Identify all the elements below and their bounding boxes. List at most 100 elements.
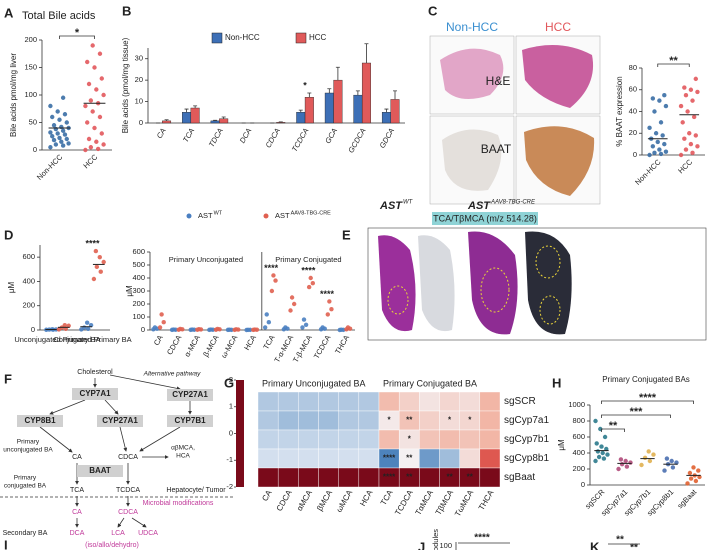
data-point bbox=[48, 103, 53, 109]
node-label: CYP27A1 bbox=[172, 390, 208, 399]
error-bar bbox=[193, 105, 198, 108]
axis-label-fragment: odules bbox=[431, 529, 440, 550]
data-point bbox=[157, 325, 163, 330]
data-point bbox=[693, 133, 699, 138]
heatmap-cell bbox=[419, 448, 440, 469]
data-point bbox=[161, 320, 166, 325]
heatmap-cell bbox=[298, 429, 319, 450]
data-point bbox=[691, 114, 697, 120]
data-point bbox=[658, 151, 664, 157]
heatmap-cell bbox=[318, 410, 339, 431]
node-label: Primary bbox=[14, 475, 37, 482]
data-point bbox=[327, 299, 332, 304]
bar bbox=[296, 112, 306, 124]
data-point bbox=[88, 98, 94, 103]
heatmap-cell bbox=[298, 410, 319, 431]
column-label: Non-HCC bbox=[446, 20, 498, 34]
data-point bbox=[97, 114, 103, 120]
significance: *** bbox=[630, 406, 644, 418]
node-label: Alternative pathway bbox=[143, 371, 201, 378]
panel-label: C bbox=[428, 3, 438, 18]
data-point bbox=[301, 317, 307, 322]
x-tick-label: Conjugated Primary BA bbox=[53, 335, 131, 344]
bar bbox=[353, 94, 363, 124]
data-point bbox=[59, 139, 64, 144]
heatmap-cell bbox=[419, 410, 440, 431]
y-tick-label: 1000 bbox=[568, 400, 585, 409]
data-point bbox=[600, 450, 605, 456]
data-point bbox=[208, 327, 214, 332]
data-point bbox=[669, 458, 674, 464]
heatmap-cell bbox=[358, 410, 380, 431]
heatmap-cell bbox=[479, 467, 501, 488]
x-tick-label: GCA bbox=[323, 126, 339, 145]
cell-annotation: * bbox=[468, 416, 472, 425]
data-point bbox=[595, 449, 601, 454]
data-point bbox=[215, 326, 220, 332]
data-point bbox=[269, 288, 275, 294]
x-tick-label: HCC bbox=[676, 157, 694, 175]
significance: ** bbox=[609, 420, 618, 432]
data-point bbox=[101, 92, 106, 98]
data-point bbox=[652, 109, 657, 114]
data-point bbox=[88, 145, 94, 150]
x-tick-label: CA bbox=[155, 126, 168, 140]
data-point bbox=[264, 312, 269, 317]
data-point bbox=[663, 149, 669, 154]
heatmap-cell bbox=[277, 429, 299, 450]
error-bar bbox=[393, 90, 398, 100]
heatmap-cell bbox=[257, 429, 279, 450]
data-point bbox=[688, 87, 694, 92]
column-label: CDCA bbox=[275, 488, 294, 513]
data-point bbox=[628, 460, 633, 465]
cell-annotation: **** bbox=[383, 473, 396, 482]
bar bbox=[390, 99, 400, 124]
y-tick-label: 400 bbox=[132, 273, 145, 282]
x-tick-label: DCA bbox=[238, 126, 254, 144]
legend-label: AST bbox=[198, 211, 213, 220]
pathway-arrows bbox=[0, 374, 235, 528]
column-label: HCC bbox=[545, 20, 571, 34]
data-point bbox=[639, 462, 644, 468]
y-tick-label: 60 bbox=[629, 85, 637, 94]
data-point bbox=[101, 259, 106, 265]
heatmap-cell bbox=[338, 429, 360, 450]
group-title: Primary Conjugated BA bbox=[383, 378, 477, 388]
bar bbox=[190, 107, 200, 124]
data-point bbox=[227, 327, 232, 332]
significance-bracket bbox=[601, 414, 671, 418]
data-point bbox=[289, 295, 295, 300]
heatmap-cell bbox=[277, 467, 299, 488]
data-point bbox=[619, 462, 625, 467]
row-label: sgCyp8b1 bbox=[504, 453, 549, 464]
data-point bbox=[688, 476, 694, 481]
data-point bbox=[670, 465, 676, 470]
x-tick-label: CA bbox=[152, 333, 165, 347]
error-bar bbox=[164, 119, 169, 121]
significance: **** bbox=[264, 263, 279, 273]
column-label: CA bbox=[260, 488, 274, 503]
bar bbox=[276, 122, 286, 124]
node-label: Primary bbox=[17, 439, 40, 446]
node-label: CYP8B1 bbox=[24, 416, 56, 425]
data-point bbox=[602, 434, 608, 440]
data-point bbox=[50, 114, 55, 120]
data-point bbox=[97, 254, 102, 260]
significance: **** bbox=[320, 289, 335, 299]
column-label: TCA bbox=[379, 488, 395, 507]
node-label: CYP7A1 bbox=[79, 389, 111, 398]
data-point bbox=[678, 103, 684, 109]
row-label: BAAT bbox=[481, 142, 512, 156]
heatmap-cell bbox=[358, 448, 380, 469]
heatmap-cell bbox=[439, 448, 460, 469]
data-point bbox=[685, 481, 690, 486]
heatmap-cell bbox=[338, 467, 360, 488]
heatmap-cell bbox=[277, 448, 299, 469]
data-point bbox=[306, 284, 312, 290]
data-point bbox=[51, 123, 57, 128]
chart-title: Total Bile acids bbox=[22, 10, 96, 22]
group-title: Primary Unconjugated BA bbox=[262, 378, 366, 388]
panel-label: J bbox=[418, 539, 425, 550]
row-label: H&E bbox=[486, 74, 511, 88]
node-label: DCA bbox=[70, 530, 85, 537]
